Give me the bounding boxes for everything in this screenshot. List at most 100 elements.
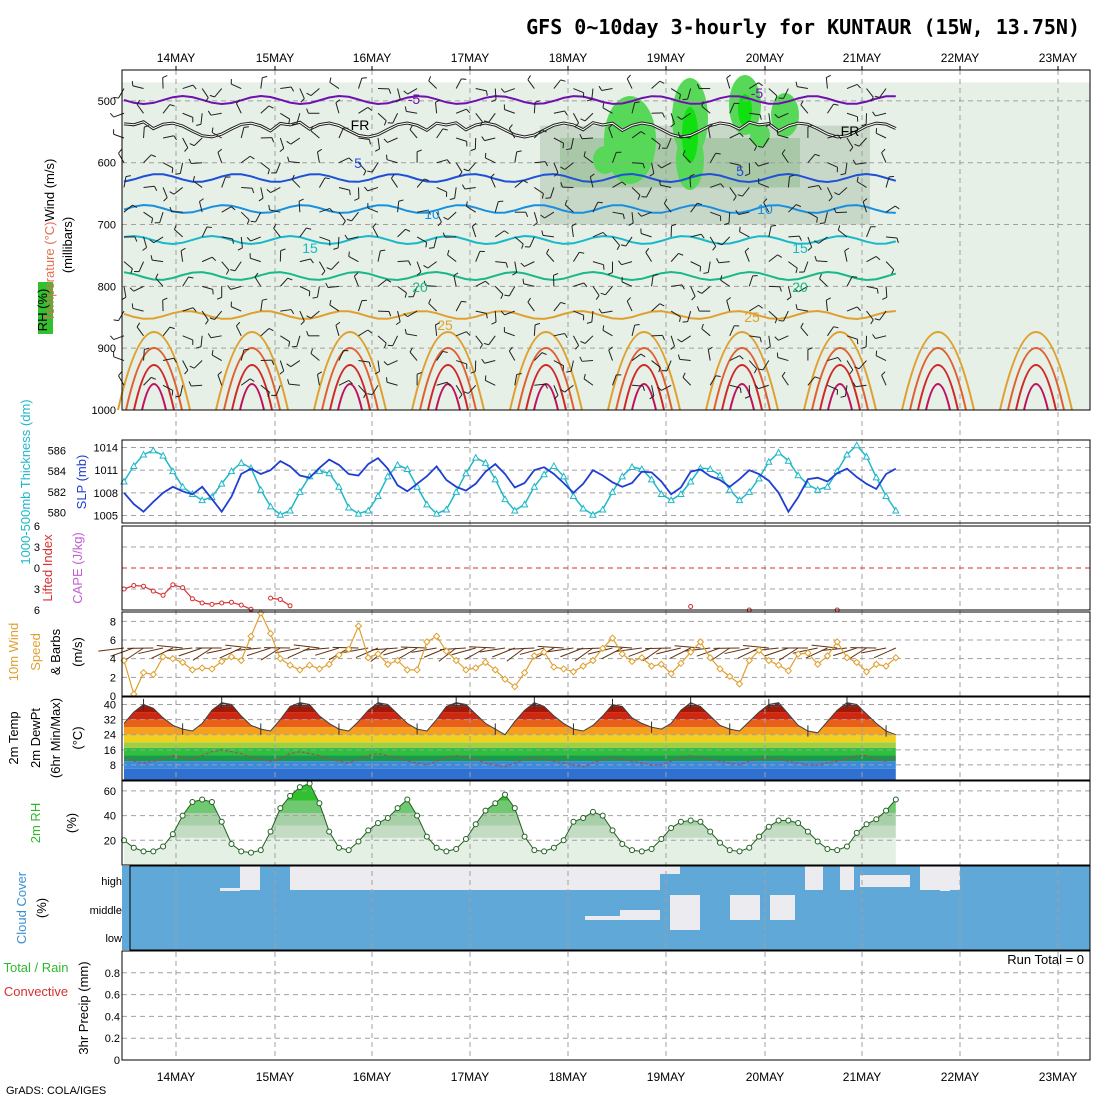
wind-barb — [550, 187, 555, 199]
wind-barb-flag — [207, 110, 212, 116]
lifted-index-point — [248, 606, 254, 612]
rh-2m-point — [521, 833, 528, 840]
wind-barb-flag — [534, 322, 541, 326]
wind-barb — [807, 236, 813, 248]
wind-barb-flag — [447, 249, 450, 256]
wind-barb — [338, 211, 346, 222]
wind-barb-flag — [701, 323, 704, 329]
contour-label: 20 — [412, 279, 428, 295]
wind-barb — [316, 151, 320, 163]
temperature-contour — [123, 270, 897, 282]
boundary-layer-arch — [533, 383, 559, 411]
rh-2m-point — [638, 848, 645, 855]
wind-barb — [570, 137, 574, 149]
rh-2m-point — [580, 815, 587, 822]
wind-barb-flag — [428, 247, 435, 249]
thickness-point — [706, 465, 715, 473]
thickness-point — [325, 469, 334, 477]
wind-barb — [338, 380, 350, 386]
wind-barb — [192, 180, 203, 188]
wind-barb-flag — [249, 155, 255, 160]
value-tick: 40 — [104, 811, 116, 823]
wind-barb — [651, 303, 661, 312]
temp-band — [124, 755, 896, 762]
boundary-layer-arch — [705, 331, 779, 411]
cloud-clear-patch — [840, 866, 854, 890]
wind-speed-point — [481, 658, 490, 667]
wind-barb — [846, 276, 853, 287]
wind-barb-flag — [781, 371, 786, 377]
wind-barb — [879, 88, 887, 98]
wind-barb-flag — [626, 297, 631, 302]
wind-barb-flag — [765, 123, 771, 128]
wind-barb — [417, 209, 429, 213]
wind-barb — [651, 80, 661, 89]
thickness-point — [393, 460, 402, 468]
wind-barb-flag — [363, 170, 367, 176]
wind-barb-flag — [508, 124, 513, 129]
wind-barb-flag — [335, 99, 341, 104]
boundary-layer-arch — [509, 331, 583, 411]
wind-speed-point — [208, 665, 216, 673]
wind-barb — [386, 159, 398, 164]
thickness-point — [608, 487, 617, 495]
wind-barb — [488, 335, 496, 346]
wind-barb — [310, 130, 320, 139]
wind-barb — [707, 261, 711, 273]
wind-barb — [690, 233, 702, 238]
wind-barb — [640, 233, 652, 238]
wind-barb-flag — [184, 147, 189, 152]
boundary-layer-arch — [517, 347, 575, 411]
wind-barb — [858, 360, 867, 370]
temp-band — [124, 734, 896, 743]
wind-barb — [581, 137, 593, 140]
wind-barb — [504, 331, 515, 337]
wind-barb-flag — [579, 134, 583, 139]
wind-barb — [453, 275, 457, 287]
date-tick-bottom: 18MAY — [549, 1070, 587, 1084]
wind-barb-flag — [344, 234, 349, 240]
slp-line — [123, 456, 897, 514]
wind-barb — [455, 162, 463, 173]
wind-barb-flag — [109, 112, 115, 118]
wind-barb-10m — [821, 647, 848, 652]
thickness-point — [481, 458, 490, 466]
wind-barb — [651, 162, 655, 174]
wind-barb-flag — [217, 148, 223, 153]
wind-barb — [240, 211, 250, 221]
wind-barb-10m — [234, 647, 261, 652]
wind-barb-flag — [267, 169, 270, 175]
wind-barb-flag — [279, 148, 285, 153]
wind-barb — [217, 374, 223, 386]
wind-barb-flag — [129, 287, 134, 292]
wind-barb — [260, 105, 270, 114]
wind-barb-flag — [485, 90, 488, 96]
date-tick-bottom: 17MAY — [451, 1070, 489, 1084]
wind-barb — [162, 135, 174, 139]
wind-barb — [436, 381, 448, 386]
rh-moist-core — [738, 94, 752, 126]
wind-barb — [768, 226, 772, 238]
wind-barb — [387, 137, 398, 143]
wind-barb-flag — [583, 282, 588, 288]
thickness-point — [344, 503, 353, 511]
wind-barb-flag — [209, 317, 215, 320]
wind-barb — [425, 285, 437, 287]
date-tick-bottom: 20MAY — [746, 1070, 784, 1084]
wind-barb — [777, 357, 789, 362]
thickness-point — [725, 485, 734, 493]
wind-barb — [428, 303, 437, 312]
wind-barb — [846, 112, 858, 118]
wind-barb — [335, 325, 340, 336]
wind-barb — [553, 360, 564, 367]
wind-barb — [763, 202, 770, 213]
wind-barb-flag — [288, 119, 291, 125]
value-tick: 4 — [110, 654, 116, 666]
wind-barb — [310, 353, 320, 361]
wind-barb-10m — [400, 646, 427, 649]
temperature-contour — [123, 309, 896, 321]
lifted-index-point — [209, 601, 215, 607]
boundary-layer-arch — [141, 383, 167, 411]
wind-barb-flag — [367, 107, 373, 111]
wind-barb-flag — [249, 378, 255, 382]
